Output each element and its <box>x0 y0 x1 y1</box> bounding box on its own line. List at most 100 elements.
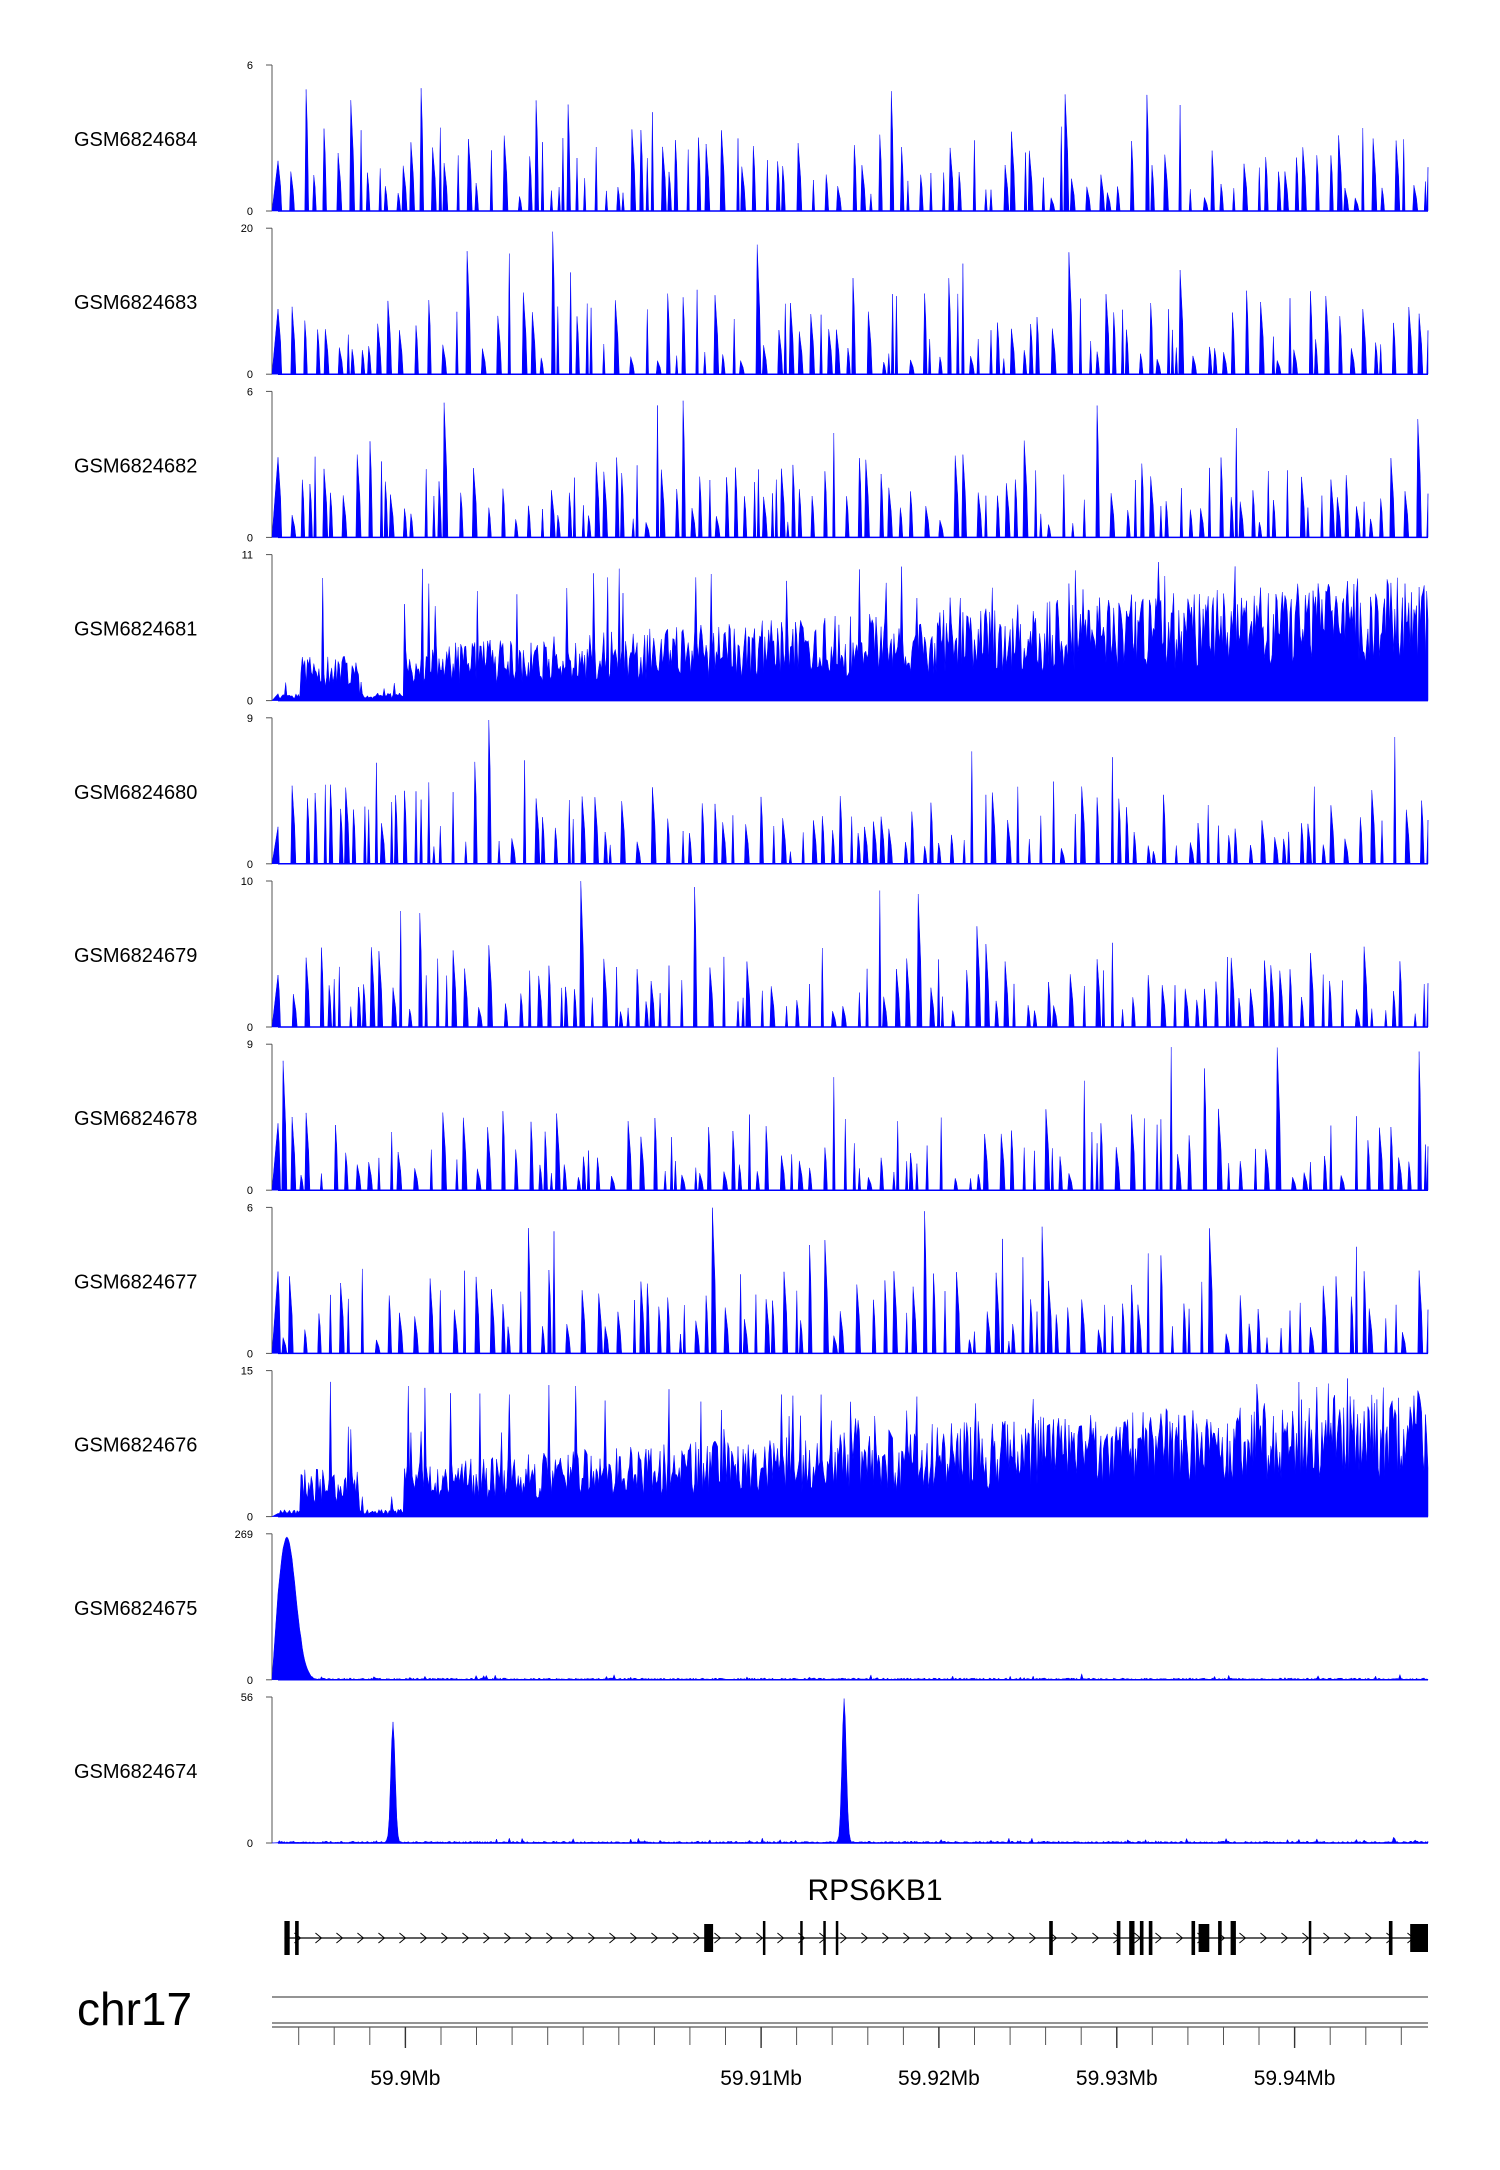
track-signal-area <box>271 1536 1429 1681</box>
track-label: GSM6824676 <box>74 1435 197 1457</box>
strand-arrow <box>693 1932 701 1944</box>
track-GSM6824676: GSM6824676 15 0 <box>74 1366 1429 1524</box>
strand-arrow <box>378 1932 386 1944</box>
gene-exon <box>1049 1921 1053 1955</box>
track-ymax-label: 6 <box>247 60 253 72</box>
strand-arrow <box>609 1932 617 1944</box>
gene-exon <box>1410 1924 1428 1952</box>
strand-arrow <box>483 1932 491 1944</box>
strand-arrow <box>1302 1932 1310 1944</box>
track-GSM6824681: GSM6824681 11 0 <box>74 550 1429 708</box>
strand-arrow <box>924 1932 932 1944</box>
gene-exon <box>823 1921 826 1955</box>
track-GSM6824678: GSM6824678 9 0 <box>74 1039 1429 1197</box>
strand-arrow <box>1344 1932 1352 1944</box>
track-label: GSM6824681 <box>74 619 197 641</box>
track-ymin-label: 0 <box>247 1022 253 1034</box>
track-ymax-label: 269 <box>235 1529 253 1541</box>
track-signal-area <box>271 231 1429 375</box>
track-ymin-label: 0 <box>247 1838 253 1850</box>
strand-arrow <box>336 1932 344 1944</box>
track-GSM6824679: GSM6824679 10 0 <box>74 876 1429 1034</box>
track-ymin-label: 0 <box>247 1185 253 1197</box>
strand-arrow <box>987 1932 995 1944</box>
strand-arrow <box>588 1932 596 1944</box>
track-GSM6824683: GSM6824683 20 0 <box>74 223 1429 381</box>
strand-arrow <box>777 1932 785 1944</box>
track-signal-area <box>271 1047 1429 1191</box>
gene-exon <box>800 1921 803 1955</box>
strand-arrow <box>504 1932 512 1944</box>
strand-arrow <box>1281 1932 1289 1944</box>
genome-axis: chr17 59.9Mb 59.91Mb 59.92Mb 59.93Mb 59.94Mb <box>77 1983 1428 2090</box>
strand-arrow <box>1365 1932 1373 1944</box>
track-signal-area <box>271 881 1429 1028</box>
track-ymax-label: 9 <box>247 1039 253 1051</box>
strand-arrow <box>420 1932 428 1944</box>
strand-arrow <box>567 1932 575 1944</box>
strand-arrow <box>1260 1932 1268 1944</box>
gene-exon <box>1191 1921 1196 1955</box>
track-GSM6824680: GSM6824680 9 0 <box>74 713 1429 871</box>
track-label: GSM6824677 <box>74 1271 197 1293</box>
strand-arrow <box>1029 1932 1037 1944</box>
track-ymin-label: 0 <box>247 369 253 381</box>
strand-arrow <box>525 1932 533 1944</box>
gene-exon <box>1116 1921 1121 1955</box>
track-ymin-label: 0 <box>247 1675 253 1687</box>
track-ymin-label: 0 <box>247 1348 253 1360</box>
strand-arrow <box>462 1932 470 1944</box>
strand-arrow <box>1239 1932 1247 1944</box>
track-GSM6824674: GSM6824674 56 0 <box>74 1692 1429 1850</box>
gene-exon <box>295 1921 299 1955</box>
track-GSM6824684: GSM6824684 6 0 <box>74 60 1429 218</box>
track-label: GSM6824683 <box>74 292 197 314</box>
gene-exon <box>1308 1921 1312 1955</box>
track-label: GSM6824680 <box>74 782 197 804</box>
strand-arrow <box>399 1932 407 1944</box>
strand-arrow <box>672 1932 680 1944</box>
strand-arrow <box>1008 1932 1016 1944</box>
signal-tracks: GSM682468460GSM6824683200GSM682468260GSM… <box>74 60 1429 1850</box>
gene-exon <box>1218 1921 1222 1955</box>
track-label: GSM6824679 <box>74 945 197 967</box>
track-label: GSM6824675 <box>74 1598 197 1620</box>
axis-tick-label: 59.94Mb <box>1254 2067 1336 2090</box>
strand-arrow <box>357 1932 365 1944</box>
gene-name-label: RPS6KB1 <box>807 1874 942 1907</box>
gene-exon <box>835 1921 839 1955</box>
track-GSM6824677: GSM6824677 6 0 <box>74 1202 1429 1360</box>
axis-ticks: 59.9Mb 59.91Mb 59.92Mb 59.93Mb 59.94Mb <box>298 2027 1402 2090</box>
track-ymin-label: 0 <box>247 1512 253 1524</box>
gene-exon <box>284 1921 290 1955</box>
strand-arrow <box>1323 1932 1331 1944</box>
strand-arrow <box>546 1932 554 1944</box>
track-signal-area <box>271 400 1429 538</box>
track-ymax-label: 6 <box>247 1202 253 1214</box>
track-label: GSM6824684 <box>74 129 197 151</box>
gene-exon <box>1230 1921 1236 1955</box>
gene-exon <box>762 1921 766 1955</box>
chromosome-label: chr17 <box>77 1983 192 2035</box>
gene-exon <box>704 1924 714 1952</box>
strand-arrow <box>1071 1932 1079 1944</box>
track-ymax-label: 9 <box>247 713 253 725</box>
strand-arrow <box>1155 1932 1163 1944</box>
track-signal-area <box>271 1698 1429 1844</box>
track-ymin-label: 0 <box>247 532 253 544</box>
strand-arrow <box>945 1932 953 1944</box>
strand-arrow <box>714 1932 722 1944</box>
axis-tick-label: 59.93Mb <box>1076 2067 1158 2090</box>
strand-arrow <box>735 1932 743 1944</box>
gene-exon <box>1129 1921 1135 1955</box>
strand-arrow <box>882 1932 890 1944</box>
gene-exon <box>1148 1921 1153 1955</box>
track-ymin-label: 0 <box>247 859 253 871</box>
track-ymax-label: 56 <box>241 1692 253 1704</box>
strand-arrow <box>861 1932 869 1944</box>
strand-arrow <box>1092 1932 1100 1944</box>
strand-arrow <box>840 1932 848 1944</box>
strand-arrow <box>630 1932 638 1944</box>
axis-tick-label: 59.9Mb <box>370 2067 440 2090</box>
